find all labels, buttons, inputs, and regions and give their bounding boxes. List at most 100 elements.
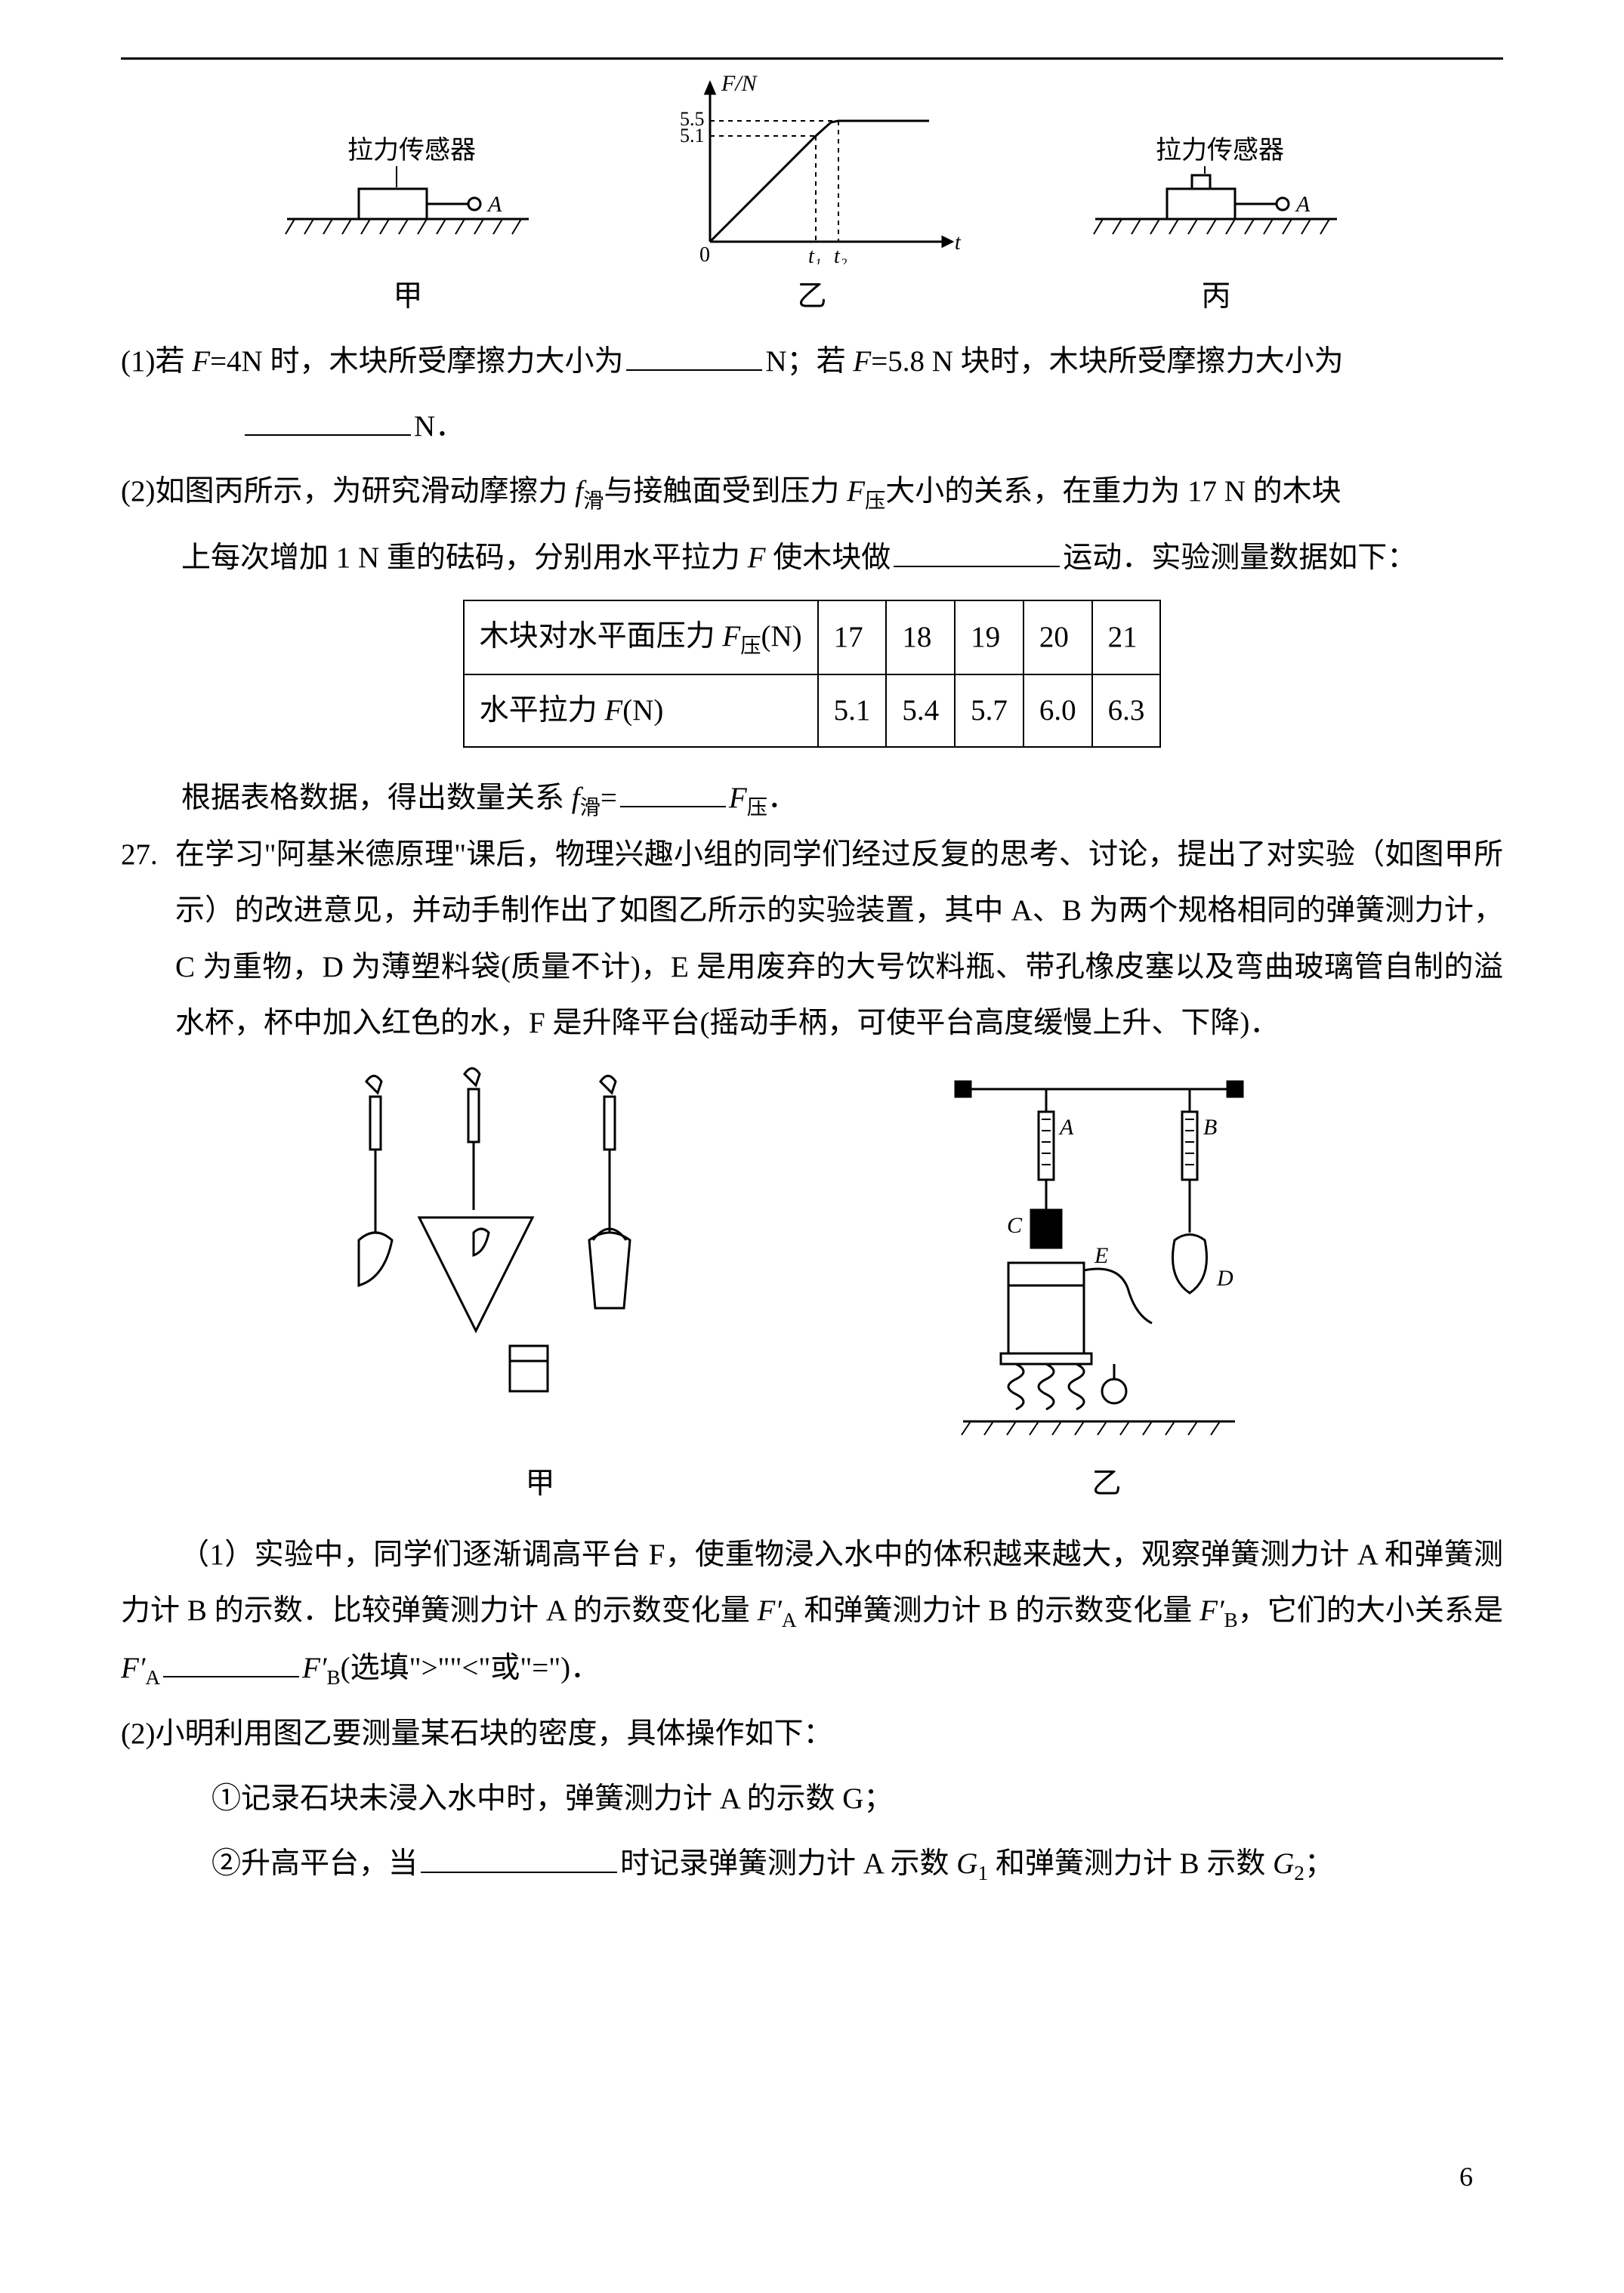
r2v2: 5.7	[955, 674, 1023, 747]
q27-p1-c: ，它们的大小关系是	[1238, 1594, 1503, 1627]
sym-G2-sub: 2	[1294, 1862, 1304, 1884]
top-rule	[121, 57, 1503, 60]
sym-fhua2: f	[572, 782, 580, 814]
q26-p1-c: N；若	[765, 345, 853, 378]
r1v3: 20	[1023, 600, 1092, 674]
sym-FpA-sub: A	[782, 1609, 797, 1631]
q26-p3: 根据表格数据，得出数量关系 f滑=F压．	[121, 770, 1503, 828]
caption-jia: 甲	[272, 269, 544, 325]
sym-FpA2: F′	[121, 1652, 145, 1684]
q27-p1: （1）实验中，同学们逐渐调高平台 F，使重物浸入水中的体积越来越大，观察弹簧测力…	[121, 1527, 1503, 1697]
q27-p1-d: (选填">""<"或"=")．	[341, 1652, 600, 1684]
sym-F-3: F	[748, 542, 766, 574]
q26-p2-line2: 上每次增加 1 N 重的砝码，分别用水平拉力 F 使木块做运动．实验测量数据如下…	[121, 530, 1503, 586]
r2v0: 5.1	[818, 674, 887, 747]
y-axis-label: F/N	[721, 71, 758, 96]
q26-p3-a: 根据表格数据，得出数量关系	[181, 782, 572, 814]
sym-FpA: F′	[758, 1594, 782, 1627]
row2-unit: (N)	[622, 694, 663, 727]
sym-fhua2-sub: 滑	[580, 795, 601, 818]
archimedes-diagram-yi: A B C D E	[918, 1059, 1295, 1452]
sensor-diagram-bing: A 拉力传感器	[1080, 91, 1352, 264]
table-row: 水平拉力 F(N) 5.1 5.4 5.7 6.0 6.3	[464, 674, 1161, 747]
origin-0: 0	[699, 243, 710, 264]
r1v4: 21	[1092, 600, 1161, 674]
q26-p1-line2: N．	[121, 399, 1503, 455]
blank-5	[163, 1643, 299, 1677]
caption-q27-yi: 乙	[918, 1456, 1295, 1512]
caption-yi: 乙	[650, 269, 974, 325]
sym-Fya-sub: 压	[865, 489, 885, 512]
blank-4	[620, 773, 726, 807]
sym-Fya2-sub: 压	[747, 795, 767, 818]
label-C: C	[1007, 1213, 1023, 1238]
sensor-label-bing: 拉力传感器	[1156, 136, 1284, 165]
figure-row-top: A 拉力传感器 甲	[272, 83, 1352, 325]
sym-Fya2: F	[729, 782, 747, 814]
q26-p2-c: 大小的关系，在重力为 17 N 的木块	[885, 475, 1341, 508]
sensor-label-jia: 拉力传感器	[347, 136, 476, 165]
row1-unit: (N)	[761, 620, 802, 653]
sym-G1-sub: 1	[977, 1862, 988, 1884]
ytick-5-1: 5.1	[680, 125, 705, 147]
exam-page: A 拉力传感器 甲	[0, 0, 1624, 2293]
q27-body1: 在学习"阿基米德原理"课后，物理兴趣小组的同学们经过反复的思考、讨论，提出了对实…	[175, 838, 1503, 1038]
xtick-t2: t₂	[834, 245, 848, 264]
caption-bing: 丙	[1080, 269, 1352, 325]
q26-p2-f: 运动．实验测量数据如下：	[1063, 542, 1416, 574]
row1-label-cell: 木块对水平面压力 F压(N)	[464, 600, 818, 674]
figure-q27-jia: 甲	[329, 1059, 752, 1512]
figure-bing: A 拉力传感器 丙	[1080, 91, 1352, 325]
r1v0: 17	[818, 600, 887, 674]
sym-FpB-sub: B	[1224, 1609, 1237, 1631]
r1v1: 18	[886, 600, 955, 674]
graph-yi: F/N 5.5 5.1 0 t₁ t₂ t	[650, 68, 974, 264]
point-a-label-bing: A	[1295, 192, 1311, 217]
r2v1: 5.4	[886, 674, 955, 747]
r1v2: 19	[955, 600, 1023, 674]
sym-F-1: F	[192, 345, 210, 378]
q26-p2-b: 与接触面受到压力	[604, 475, 847, 508]
sym-fhua-sub: 滑	[583, 489, 604, 512]
sym-FpA2-sub: A	[145, 1665, 160, 1688]
label-D: D	[1216, 1266, 1233, 1291]
sym-fhua: f	[575, 475, 583, 508]
archimedes-diagram-jia	[329, 1059, 752, 1452]
r2v4: 6.3	[1092, 674, 1161, 747]
label-B: B	[1203, 1115, 1217, 1140]
q27-p2: (2)小明利用图乙要测量某石块的密度，具体操作如下：	[121, 1706, 1503, 1762]
q27-p2-1: ①记录石块未浸入水中时，弹簧测力计 A 的示数 G；	[121, 1771, 1503, 1827]
q26-p1-d: =5.8 N 块时，木块所受摩擦力大小为	[871, 345, 1343, 378]
q27-p2-2a: ②升高平台，当	[211, 1847, 418, 1880]
label-A: A	[1058, 1115, 1074, 1140]
caption-q27-jia: 甲	[329, 1456, 752, 1512]
data-table: 木块对水平面压力 F压(N) 17 18 19 20 21 水平拉力 F(N) …	[463, 600, 1162, 748]
sym-G2: G	[1273, 1847, 1294, 1880]
row2-label: 水平拉力	[480, 694, 605, 727]
q27-p2-2c: 和弹簧测力计 B 示数	[988, 1847, 1273, 1880]
figure-q27-yi: A B C D E 乙	[918, 1059, 1295, 1512]
page-number: 6	[1459, 2151, 1473, 2202]
blank-3	[894, 533, 1060, 567]
q26-p2-a: (2)如图丙所示，为研究滑动摩擦力	[121, 475, 575, 508]
figure-yi: F/N 5.5 5.1 0 t₁ t₂ t 乙	[650, 68, 974, 325]
q26-p1-a: (1)若	[121, 345, 192, 378]
q26-p3-b: =	[601, 782, 617, 814]
label-E: E	[1094, 1243, 1108, 1268]
sym-Fya-sub-t: 压	[740, 634, 761, 657]
sym-Fya: F	[847, 475, 865, 508]
q27-p2-2b: 时记录弹簧测力计 A 示数	[620, 1847, 956, 1880]
sym-F-t: F	[604, 694, 622, 727]
blank-6	[421, 1840, 617, 1874]
sym-FpB: F′	[1199, 1594, 1224, 1627]
q27-p2-2: ②升高平台，当时记录弹簧测力计 A 示数 G1 和弹簧测力计 B 示数 G2；	[121, 1836, 1503, 1893]
q26-p2-d: 上每次增加 1 N 重的砝码，分别用水平拉力	[181, 542, 748, 574]
table-row: 木块对水平面压力 F压(N) 17 18 19 20 21	[464, 600, 1161, 674]
blank-1	[626, 337, 762, 371]
sym-FpB2-sub: B	[326, 1665, 340, 1688]
q26-p2: (2)如图丙所示，为研究滑动摩擦力 f滑与接触面受到压力 F压大小的关系，在重力…	[121, 464, 1503, 521]
q27-number: 27.	[121, 827, 175, 883]
sym-FpB2: F′	[302, 1652, 326, 1684]
q27-body: 在学习"阿基米德原理"课后，物理兴趣小组的同学们经过反复的思考、讨论，提出了对实…	[175, 827, 1503, 1051]
q26-p1-e: N．	[414, 410, 465, 443]
